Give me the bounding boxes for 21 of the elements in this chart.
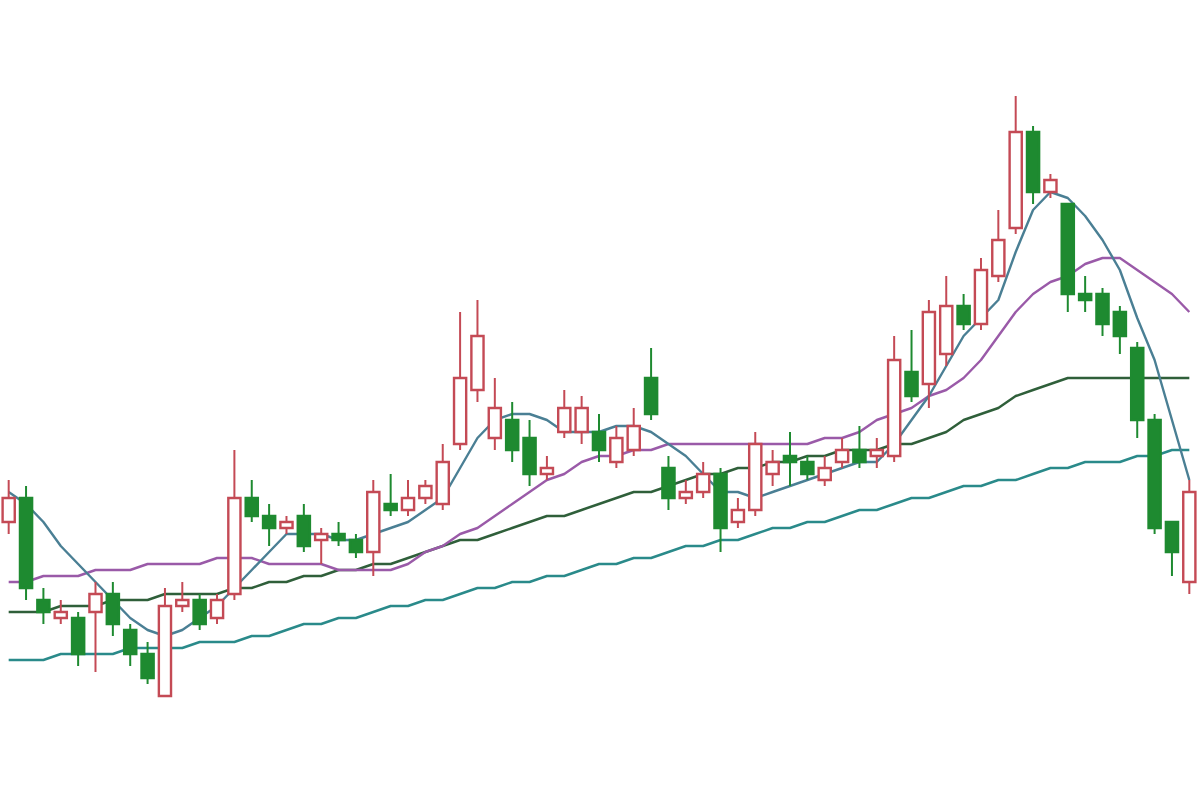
candlestick <box>36 587 51 625</box>
candlestick <box>852 425 867 469</box>
candlestick <box>487 377 503 451</box>
candlestick <box>661 455 676 511</box>
candlestick <box>1043 173 1058 199</box>
candlestick <box>834 437 850 469</box>
candlestick <box>105 581 121 637</box>
candlestick <box>904 329 919 403</box>
candlestick <box>88 581 103 673</box>
candlestick <box>209 593 225 625</box>
candlestick <box>192 593 207 631</box>
candlestick <box>313 527 329 565</box>
candlestick <box>591 413 607 463</box>
candlestick <box>383 473 398 517</box>
candlestick <box>817 455 832 487</box>
candlestick <box>956 293 971 331</box>
candlestick <box>53 599 69 625</box>
candlestick <box>643 347 659 421</box>
candlestick <box>70 611 86 667</box>
candlestick <box>296 503 312 553</box>
candlestick <box>539 455 555 481</box>
